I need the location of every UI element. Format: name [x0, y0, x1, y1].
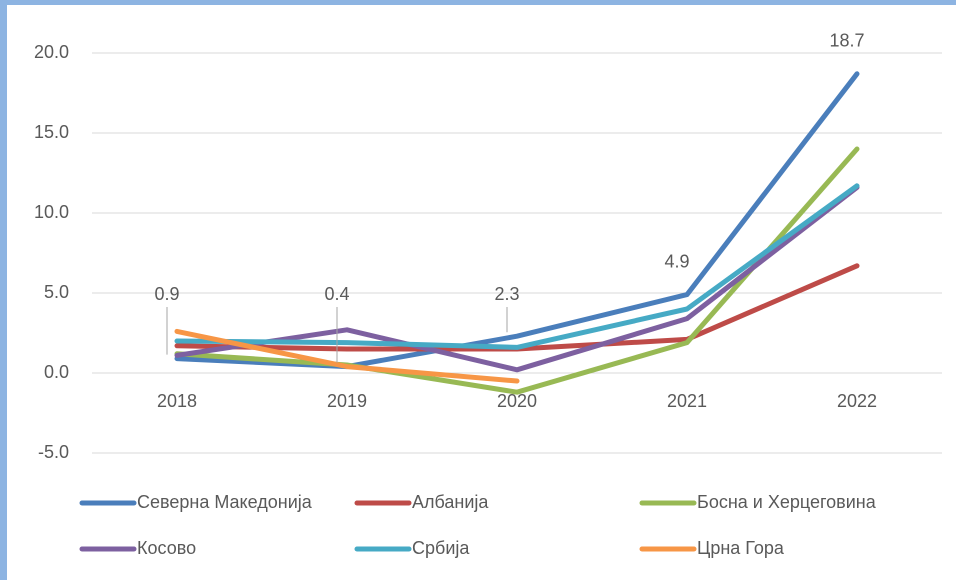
data-label: 0.4: [324, 284, 349, 304]
y-tick-label: 5.0: [44, 282, 69, 302]
y-tick-label: 10.0: [34, 202, 69, 222]
series-line: [174, 184, 860, 373]
series-line: [174, 146, 860, 395]
y-tick-label: 20.0: [34, 42, 69, 62]
y-tick-label: -5.0: [38, 442, 69, 462]
x-tick-label: 2021: [667, 391, 707, 411]
data-label: 4.9: [664, 251, 689, 271]
y-tick-label: 15.0: [34, 122, 69, 142]
data-label: 2.3: [494, 284, 519, 304]
series-line: [174, 71, 860, 370]
legend-label: Албанија: [412, 492, 489, 512]
series-line: [174, 183, 860, 350]
legend-label: Црна Гора: [697, 538, 785, 558]
x-tick-label: 2018: [157, 391, 197, 411]
x-tick-label: 2019: [327, 391, 367, 411]
legend-label: Косово: [137, 538, 196, 558]
data-label: 0.9: [154, 284, 179, 304]
x-tick-label: 2022: [837, 391, 877, 411]
data-label: 18.7: [829, 31, 864, 51]
legend-label: Босна и Херцеговина: [697, 492, 877, 512]
legend-label: Северна Македонија: [137, 492, 313, 512]
chart: -5.0 0.0 5.0 10.0 15.0 20.0 2018 2019 2020 2021 20…: [34, 31, 942, 558]
series-line: [174, 328, 520, 384]
y-tick-label: 0.0: [44, 362, 69, 382]
legend-label: Србија: [412, 538, 470, 558]
x-tick-label: 2020: [497, 391, 537, 411]
